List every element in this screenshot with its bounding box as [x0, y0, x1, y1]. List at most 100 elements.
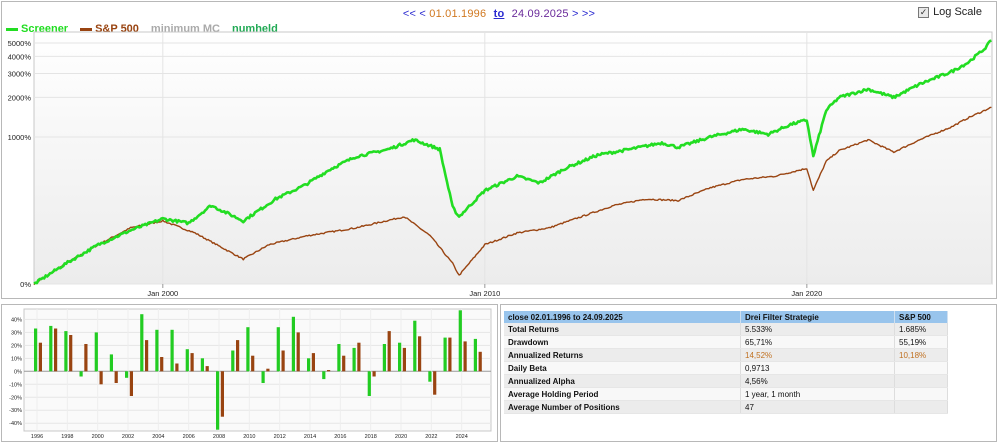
- bar-s-p-500-2025[interactable]: [478, 351, 482, 372]
- x-tick-label: 1996: [31, 434, 43, 440]
- bar-s-p-500-2002[interactable]: [129, 371, 133, 396]
- bar-screener-2008[interactable]: [216, 371, 220, 430]
- bar-screener-1997[interactable]: [49, 325, 53, 372]
- bar-screener-2013[interactable]: [291, 316, 295, 372]
- bar-screener-2010[interactable]: [246, 327, 250, 372]
- bar-s-p-500-2004[interactable]: [160, 357, 164, 372]
- stats-cell-sp500: [894, 400, 948, 414]
- bar-screener-2003[interactable]: [140, 314, 144, 372]
- bar-screener-1999[interactable]: [79, 371, 83, 377]
- bar-screener-2020[interactable]: [398, 342, 402, 372]
- bar-screener-2023[interactable]: [443, 337, 447, 372]
- bar-s-p-500-2008[interactable]: [220, 371, 224, 417]
- nav-next-far-button[interactable]: >>: [581, 8, 596, 20]
- x-tick-label: 2008: [213, 434, 225, 440]
- stats-cell-strategy: 5.533%: [740, 323, 895, 336]
- bar-screener-2021[interactable]: [413, 320, 417, 372]
- date-to-link[interactable]: to: [493, 8, 505, 20]
- bar-screener-2014[interactable]: [307, 358, 311, 372]
- bar-s-p-500-2024[interactable]: [463, 341, 467, 372]
- bar-s-p-500-1998[interactable]: [69, 335, 73, 372]
- bar-s-p-500-2006[interactable]: [190, 353, 194, 372]
- stats-cell-sp500: 10,18%: [894, 348, 948, 362]
- x-tick-label: 2016: [334, 434, 346, 440]
- bar-s-p-500-2022[interactable]: [433, 371, 437, 395]
- x-tick-label: Jan 2010: [469, 289, 500, 298]
- bar-screener-2019[interactable]: [382, 344, 386, 372]
- bar-s-p-500-2010[interactable]: [251, 355, 255, 372]
- bar-s-p-500-2001[interactable]: [114, 371, 118, 383]
- x-tick-label: 2022: [425, 434, 437, 440]
- bar-screener-2002[interactable]: [125, 371, 129, 378]
- bar-s-p-500-2015[interactable]: [327, 370, 331, 372]
- bar-screener-2007[interactable]: [200, 358, 204, 372]
- bar-s-p-500-2020[interactable]: [402, 347, 406, 372]
- bar-s-p-500-2013[interactable]: [296, 332, 300, 372]
- log-scale-checkbox[interactable]: ✓: [918, 6, 930, 18]
- bar-screener-2022[interactable]: [428, 371, 432, 382]
- y-tick-label: 1000%: [8, 133, 32, 142]
- y-tick-label: 3000%: [8, 69, 32, 78]
- nav-prev-button[interactable]: <: [419, 8, 426, 20]
- date-from-field[interactable]: 01.01.1996: [429, 8, 487, 20]
- bar-screener-2004[interactable]: [155, 329, 159, 372]
- stats-row: Annualized Alpha 4,56%: [504, 374, 948, 388]
- series-line-screener[interactable]: [33, 39, 992, 285]
- bar-screener-2011[interactable]: [261, 371, 265, 383]
- x-tick-label: Jan 2020: [791, 289, 822, 298]
- bar-screener-2017[interactable]: [352, 347, 356, 372]
- nav-prev-far-button[interactable]: <<: [402, 8, 417, 20]
- bar-screener-1996[interactable]: [34, 328, 38, 372]
- bar-s-p-500-2017[interactable]: [357, 342, 361, 372]
- bar-s-p-500-2009[interactable]: [236, 340, 240, 372]
- legend-swatch-screener: [6, 27, 18, 31]
- bar-s-p-500-2000[interactable]: [99, 371, 103, 385]
- bar-s-p-500-2023[interactable]: [448, 337, 452, 372]
- bar-s-p-500-2007[interactable]: [205, 366, 209, 372]
- nav-next-button[interactable]: >: [571, 8, 579, 20]
- bar-screener-2024[interactable]: [458, 310, 462, 372]
- bar-screener-2006[interactable]: [185, 349, 189, 372]
- bar-s-p-500-2014[interactable]: [311, 353, 315, 372]
- stats-row: Annualized Returns 14,52% 10,18%: [504, 348, 948, 362]
- bar-s-p-500-1996[interactable]: [38, 342, 42, 372]
- bar-screener-2012[interactable]: [276, 327, 280, 372]
- y-tick-label: 20%: [11, 343, 22, 349]
- bar-s-p-500-2021[interactable]: [418, 336, 422, 372]
- stats-cell-label: Total Returns: [504, 323, 741, 336]
- bar-s-p-500-1999[interactable]: [84, 344, 88, 372]
- stats-cell-label: Drawdown: [504, 335, 741, 349]
- bar-screener-2018[interactable]: [367, 371, 371, 396]
- date-to-field[interactable]: 24.09.2025: [511, 8, 569, 20]
- y-tick-label: 0%: [14, 369, 22, 375]
- bar-screener-2015[interactable]: [322, 371, 326, 380]
- annual-returns-bar-chart: 40% 30% 20% 10% 0% -10% -20% -30% -40% 1996 1998 2…: [9, 308, 492, 440]
- stats-cell-label: Average Holding Period: [504, 387, 741, 401]
- bar-screener-2005[interactable]: [170, 329, 174, 372]
- x-tick-label: 2018: [365, 434, 377, 440]
- bar-screener-2001[interactable]: [109, 354, 113, 372]
- bar-screener-2016[interactable]: [337, 344, 341, 372]
- bar-screener-1998[interactable]: [64, 331, 68, 372]
- x-tick-label: 2002: [122, 434, 134, 440]
- bar-s-p-500-1997[interactable]: [54, 328, 58, 372]
- bar-s-p-500-2018[interactable]: [372, 371, 376, 377]
- log-scale-toggle[interactable]: ✓ Log Scale: [918, 6, 982, 18]
- bar-s-p-500-2011[interactable]: [266, 368, 270, 372]
- performance-line-chart: 5000% 4000% 3000% 2000% 1000% 0% Jan 2000 Jan …: [8, 31, 993, 298]
- bar-s-p-500-2016[interactable]: [342, 355, 346, 372]
- y-tick-label: 2000%: [8, 93, 32, 102]
- series-line-s-p-500[interactable]: [33, 106, 992, 286]
- y-tick-label: 4000%: [8, 52, 32, 61]
- stats-row: Total Returns 5.533% 1.685%: [504, 323, 948, 336]
- y-tick-label: -20%: [9, 395, 22, 401]
- bar-s-p-500-2012[interactable]: [281, 350, 285, 372]
- bar-screener-2009[interactable]: [231, 350, 235, 372]
- bar-s-p-500-2003[interactable]: [145, 340, 149, 372]
- bar-s-p-500-2005[interactable]: [175, 363, 179, 372]
- x-tick-label: 2000: [92, 434, 104, 440]
- bar-screener-2000[interactable]: [94, 332, 98, 372]
- bar-screener-2025[interactable]: [473, 338, 477, 372]
- bar-s-p-500-2019[interactable]: [387, 331, 391, 372]
- stats-cell-strategy: 0,9713: [740, 361, 895, 375]
